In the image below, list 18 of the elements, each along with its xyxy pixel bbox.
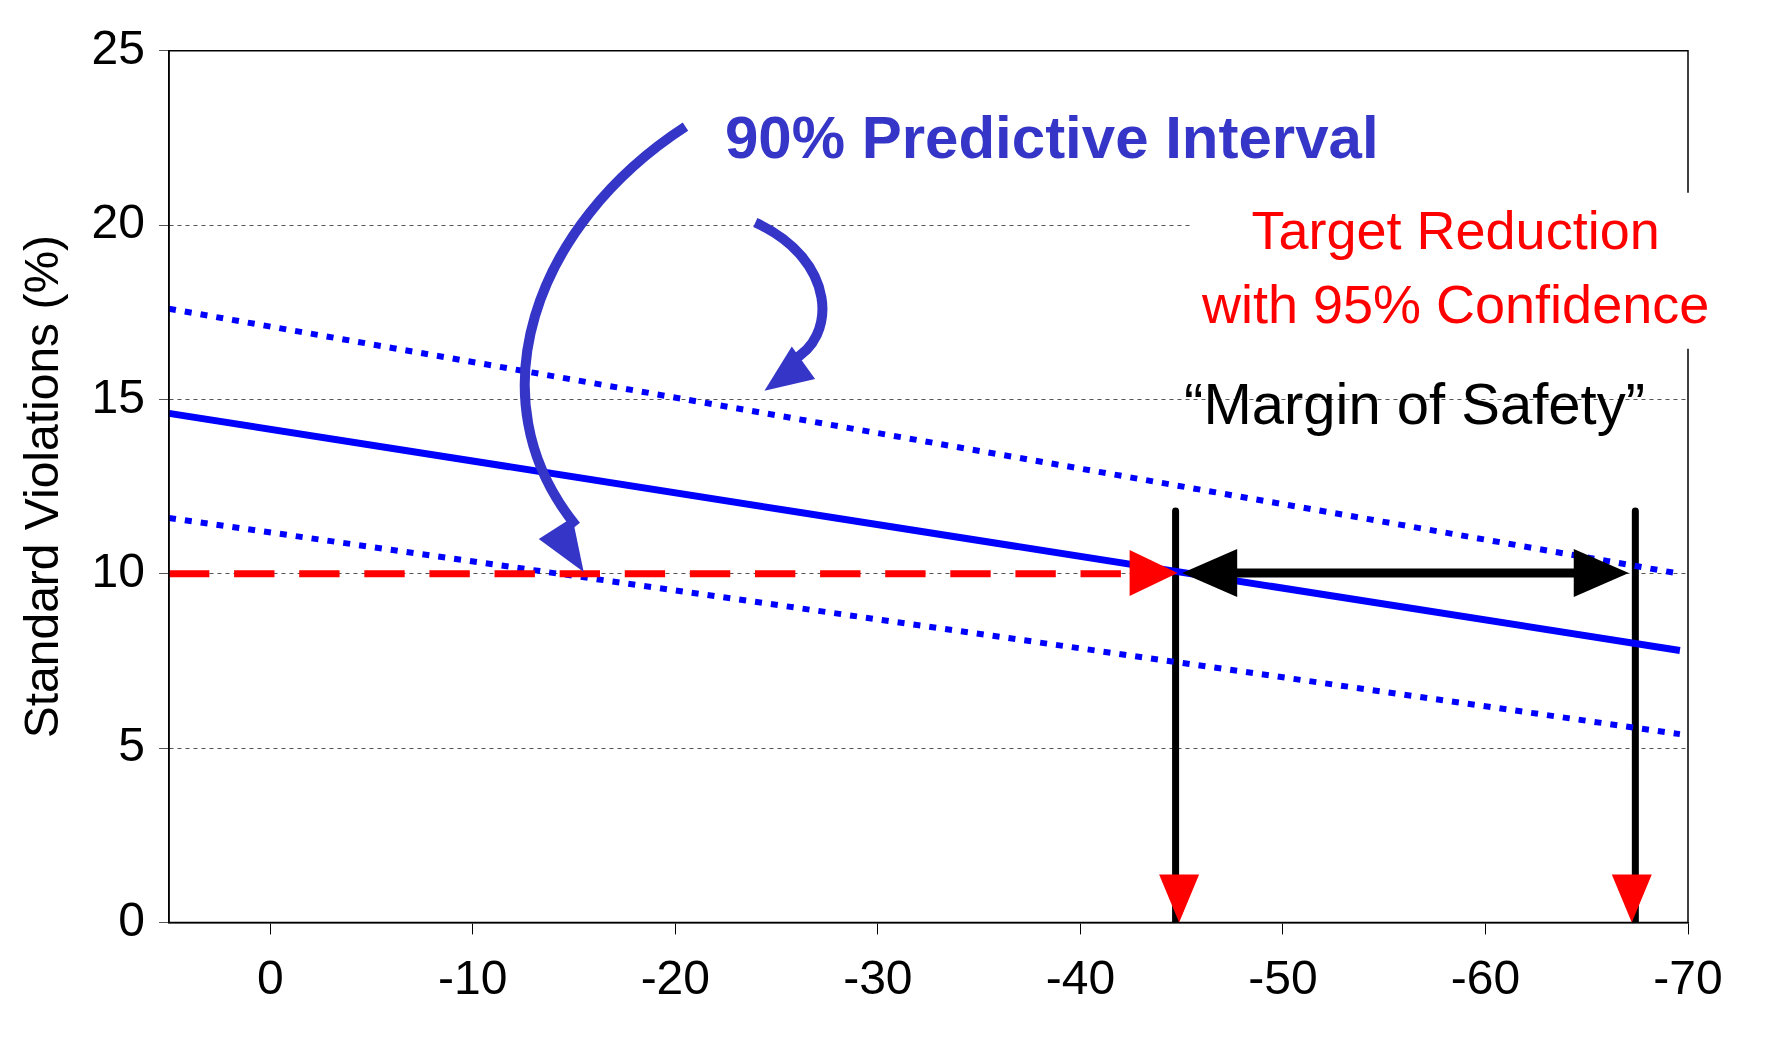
x-tick-label: -20	[640, 951, 711, 1005]
y-tick-label: 25	[91, 21, 145, 75]
x-tick-label: -70	[1653, 951, 1723, 1005]
y-tick-label: 15	[91, 369, 145, 423]
y-axis-title: Standard Violations (%)	[15, 234, 69, 739]
annotation: 90% Predictive Interval	[724, 103, 1379, 171]
x-tick-label: -60	[1450, 951, 1521, 1005]
x-tick-label: 0	[256, 951, 284, 1005]
annotation: “Margin of Safety”	[1184, 371, 1646, 437]
x-tick-label: -10	[438, 951, 508, 1005]
y-tick-label: 0	[118, 892, 145, 946]
annotation: Target Reduction with 95% Confidence	[1200, 199, 1710, 334]
y-tick-label: 10	[91, 543, 145, 597]
x-tick-label: -40	[1045, 951, 1116, 1005]
y-tick-label: 5	[118, 718, 145, 772]
x-tick-label: -30	[843, 951, 913, 1005]
y-tick-label: 20	[91, 195, 145, 249]
x-tick-label: -50	[1248, 951, 1318, 1005]
